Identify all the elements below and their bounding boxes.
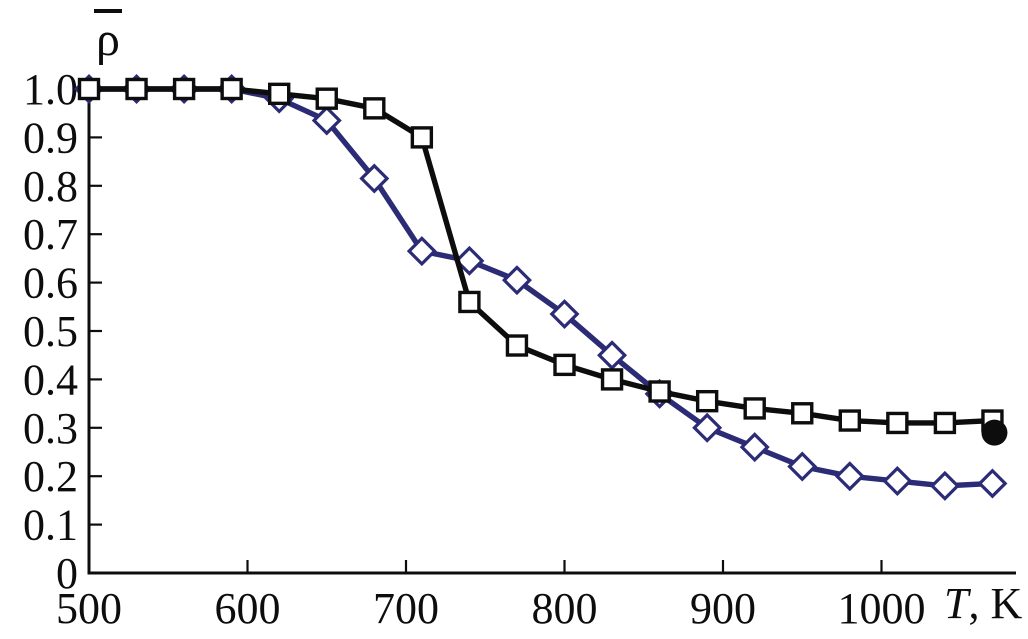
marker-square	[410, 126, 434, 149]
marker-diamond	[977, 468, 1008, 499]
marker-square	[268, 82, 291, 106]
final-filled-circle-marker	[981, 419, 1008, 446]
marker-diamond	[739, 432, 770, 463]
axes	[87, 84, 1016, 575]
y-tick-label: 0.1	[23, 501, 78, 550]
marker-diamond	[787, 451, 818, 482]
y-tick-label: 0.4	[23, 355, 78, 404]
marker-square	[648, 380, 671, 403]
marker-square	[886, 411, 909, 435]
y-tick-label: 1.0	[23, 65, 78, 114]
marker-diamond	[406, 236, 437, 267]
marker-diamond	[549, 299, 580, 330]
marker-square	[791, 402, 814, 425]
y-tick-label: 0.3	[23, 404, 78, 453]
y-axis-label: ρ	[94, 9, 122, 64]
x-tick-label: 700	[373, 584, 439, 633]
marker-square	[220, 77, 243, 101]
marker-diamond	[692, 412, 723, 443]
x-tick-label: 800	[532, 584, 598, 633]
rho-overbar-symbol: ρ	[94, 9, 122, 63]
x-axis-variable: T	[944, 579, 969, 628]
marker-square	[125, 77, 148, 101]
marker-diamond	[501, 265, 532, 296]
marker-square	[553, 353, 576, 377]
y-tick-label: 0.6	[23, 259, 78, 308]
marker-diamond	[454, 245, 485, 276]
marker-square	[695, 389, 719, 413]
x-tick-label: 600	[215, 584, 281, 633]
y-tick-label: 0.2	[23, 452, 78, 501]
marker-diamond	[597, 340, 628, 371]
marker-square	[172, 77, 196, 101]
marker-diamond	[359, 163, 390, 194]
y-tick-label: 0.5	[23, 307, 78, 356]
y-tick-label: 0	[56, 549, 78, 598]
y-tick-label: 0.7	[23, 210, 78, 259]
marker-square	[363, 97, 386, 120]
x-axis-label: T, K	[944, 582, 1022, 626]
marker-square	[743, 397, 766, 420]
marker-square	[77, 77, 101, 101]
x-axis-unit: , K	[968, 579, 1023, 628]
marker-square	[600, 368, 624, 391]
series-line-square	[89, 86, 993, 426]
y-tick-label: 0.8	[23, 162, 78, 211]
marker-square	[505, 334, 529, 357]
marker-diamond	[311, 105, 342, 136]
marker-square	[838, 409, 861, 432]
marker-square	[933, 411, 957, 435]
y-tick-label: 0.9	[23, 113, 78, 162]
x-tick-label: 500	[56, 584, 122, 633]
marker-diamond	[882, 466, 913, 497]
marker-diamond	[929, 470, 960, 501]
marker-square	[458, 290, 481, 314]
marker-diamond	[834, 461, 865, 492]
marker-square	[315, 87, 338, 110]
x-tick-label: 900	[690, 584, 756, 633]
x-tick-label: 1000	[838, 584, 926, 633]
